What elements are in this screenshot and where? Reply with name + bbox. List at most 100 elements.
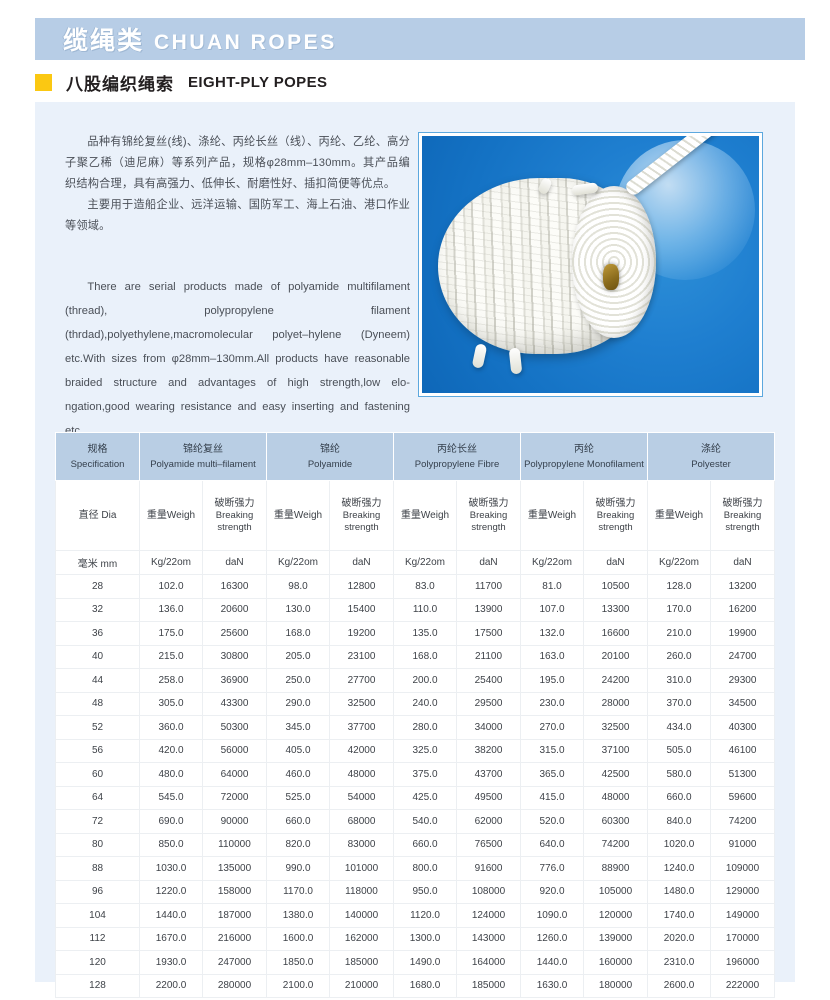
table-cell: 43700 — [456, 762, 521, 787]
table-cell: 660.0 — [393, 832, 457, 857]
table-cell: 16200 — [710, 597, 775, 622]
subheader-cn: 破断强力 — [214, 497, 255, 509]
subheader-breaking-strength-1: 破断强力 Breaking strength — [202, 480, 267, 551]
group-header-specification: 规格 Specification — [55, 432, 140, 481]
table-cell: 305.0 — [139, 691, 203, 716]
subheader-en: Breaking strength — [469, 509, 508, 533]
chinese-paragraph-1: 品种有锦纶复丝(线)、涤纶、丙纶长丝（线）、丙纶、乙纶、高分子聚乙稀（迪尼麻）等… — [65, 136, 410, 190]
table-cell: 98.0 — [266, 574, 330, 599]
table-cell: 83000 — [329, 832, 394, 857]
table-cell: 91600 — [456, 856, 521, 881]
page-banner: 缆绳类 CHUAN ROPES — [35, 18, 805, 60]
table-cell: 230.0 — [520, 691, 584, 716]
table-cell: 51300 — [710, 762, 775, 787]
table-cell: 1670.0 — [139, 926, 203, 951]
table-cell: 49500 — [456, 785, 521, 810]
table-cell: 90000 — [202, 809, 267, 834]
table-cell: 1220.0 — [139, 879, 203, 904]
table-cell: 36900 — [202, 668, 267, 693]
table-cell: 370.0 — [647, 691, 711, 716]
table-cell: 360.0 — [139, 715, 203, 740]
table-cell: 175.0 — [139, 621, 203, 646]
table-cell: 345.0 — [266, 715, 330, 740]
table-cell: 132.0 — [520, 621, 584, 646]
table-cell: 1490.0 — [393, 950, 457, 975]
group-header-cn: 规格 — [87, 443, 108, 455]
table-cell: 247000 — [202, 950, 267, 975]
chinese-description: 品种有锦纶复丝(线)、涤纶、丙纶长丝（线）、丙纶、乙纶、高分子聚乙稀（迪尼麻）等… — [65, 132, 410, 237]
section-heading: 八股编织绳索 EIGHT-PLY POPES — [35, 70, 327, 94]
group-header-en: Polyester — [691, 458, 731, 470]
table-cell: 325.0 — [393, 738, 457, 763]
table-cell: 54000 — [329, 785, 394, 810]
cell-diameter: 72 — [55, 809, 140, 834]
table-row: 56 420.0 56000 405.0 42000 325.0 38200 315.0 371… — [55, 738, 775, 763]
table-cell: 290.0 — [266, 691, 330, 716]
table-cell: 195.0 — [520, 668, 584, 693]
table-cell: 185000 — [329, 950, 394, 975]
group-header-polypropylene-monofilament: 丙纶 Polypropylene Monofilament — [520, 432, 648, 481]
table-cell: 1850.0 — [266, 950, 330, 975]
unit-cell: daN — [456, 550, 521, 575]
table-cell: 260.0 — [647, 644, 711, 669]
rope-strand-bottom-1 — [471, 343, 488, 369]
table-cell: 196000 — [710, 950, 775, 975]
table-cell: 105000 — [583, 879, 648, 904]
table-cell: 81.0 — [520, 574, 584, 599]
table-cell: 74200 — [583, 832, 648, 857]
table-cell: 37700 — [329, 715, 394, 740]
table-cell: 820.0 — [266, 832, 330, 857]
table-cell: 135000 — [202, 856, 267, 881]
group-header-polyester: 涤纶 Polyester — [647, 432, 775, 481]
group-header-en: Polyamide — [307, 458, 353, 470]
table-cell: 59600 — [710, 785, 775, 810]
table-cell: 164000 — [456, 950, 521, 975]
group-header-polyamide-multi-filament: 锦纶复丝 Polyamide multi–filament — [139, 432, 267, 481]
table-cell: 13200 — [710, 574, 775, 599]
table-cell: 24700 — [710, 644, 775, 669]
subheader-cn: 重量Weigh — [146, 509, 196, 521]
table-cell: 540.0 — [393, 809, 457, 834]
table-cell: 660.0 — [647, 785, 711, 810]
table-cell: 415.0 — [520, 785, 584, 810]
group-header-cn: 丙纶长丝 — [437, 443, 477, 455]
table-cell: 60300 — [583, 809, 648, 834]
group-header-cn: 锦纶 — [320, 443, 340, 455]
table-cell: 158000 — [202, 879, 267, 904]
product-photo — [422, 136, 759, 393]
group-header-polypropylene-fibre: 丙纶长丝 Polypropylene Fibre — [393, 432, 521, 481]
subheader-breaking-strength-3: 破断强力 Breaking strength — [456, 480, 521, 551]
table-cell: 215.0 — [139, 644, 203, 669]
table-cell: 50300 — [202, 715, 267, 740]
table-row: 96 1220.0 158000 1170.0 118000 950.0 108000 920… — [55, 879, 775, 904]
unit-cell: daN — [202, 550, 267, 575]
table-cell: 2020.0 — [647, 926, 711, 951]
cell-diameter: 56 — [55, 738, 140, 763]
subheader-breaking-strength-2: 破断强力 Breaking strength — [329, 480, 394, 551]
table-cell: 149000 — [710, 903, 775, 928]
table-cell: 950.0 — [393, 879, 457, 904]
group-header-en: Specification — [70, 458, 125, 470]
table-cell: 280000 — [202, 973, 267, 998]
table-cell: 110000 — [202, 832, 267, 857]
cell-diameter: 40 — [55, 644, 140, 669]
table-cell: 160000 — [583, 950, 648, 975]
table-cell: 1170.0 — [266, 879, 330, 904]
table-cell: 29500 — [456, 691, 521, 716]
table-cell: 170000 — [710, 926, 775, 951]
table-cell: 42500 — [583, 762, 648, 787]
table-cell: 118000 — [329, 879, 394, 904]
table-cell: 425.0 — [393, 785, 457, 810]
table-cell: 505.0 — [647, 738, 711, 763]
subheader-cn: 重量Weigh — [527, 509, 577, 521]
subheader-breaking-strength-4: 破断强力 Breaking strength — [583, 480, 648, 551]
table-cell: 107.0 — [520, 597, 584, 622]
subheader-diameter: 直径 Dia — [55, 480, 140, 551]
table-cell: 64000 — [202, 762, 267, 787]
table-cell: 48000 — [329, 762, 394, 787]
table-cell: 72000 — [202, 785, 267, 810]
table-cell: 1630.0 — [520, 973, 584, 998]
group-header-en: Polyamide multi–filament — [150, 458, 256, 470]
group-header-en: Polypropylene Fibre — [414, 458, 500, 470]
